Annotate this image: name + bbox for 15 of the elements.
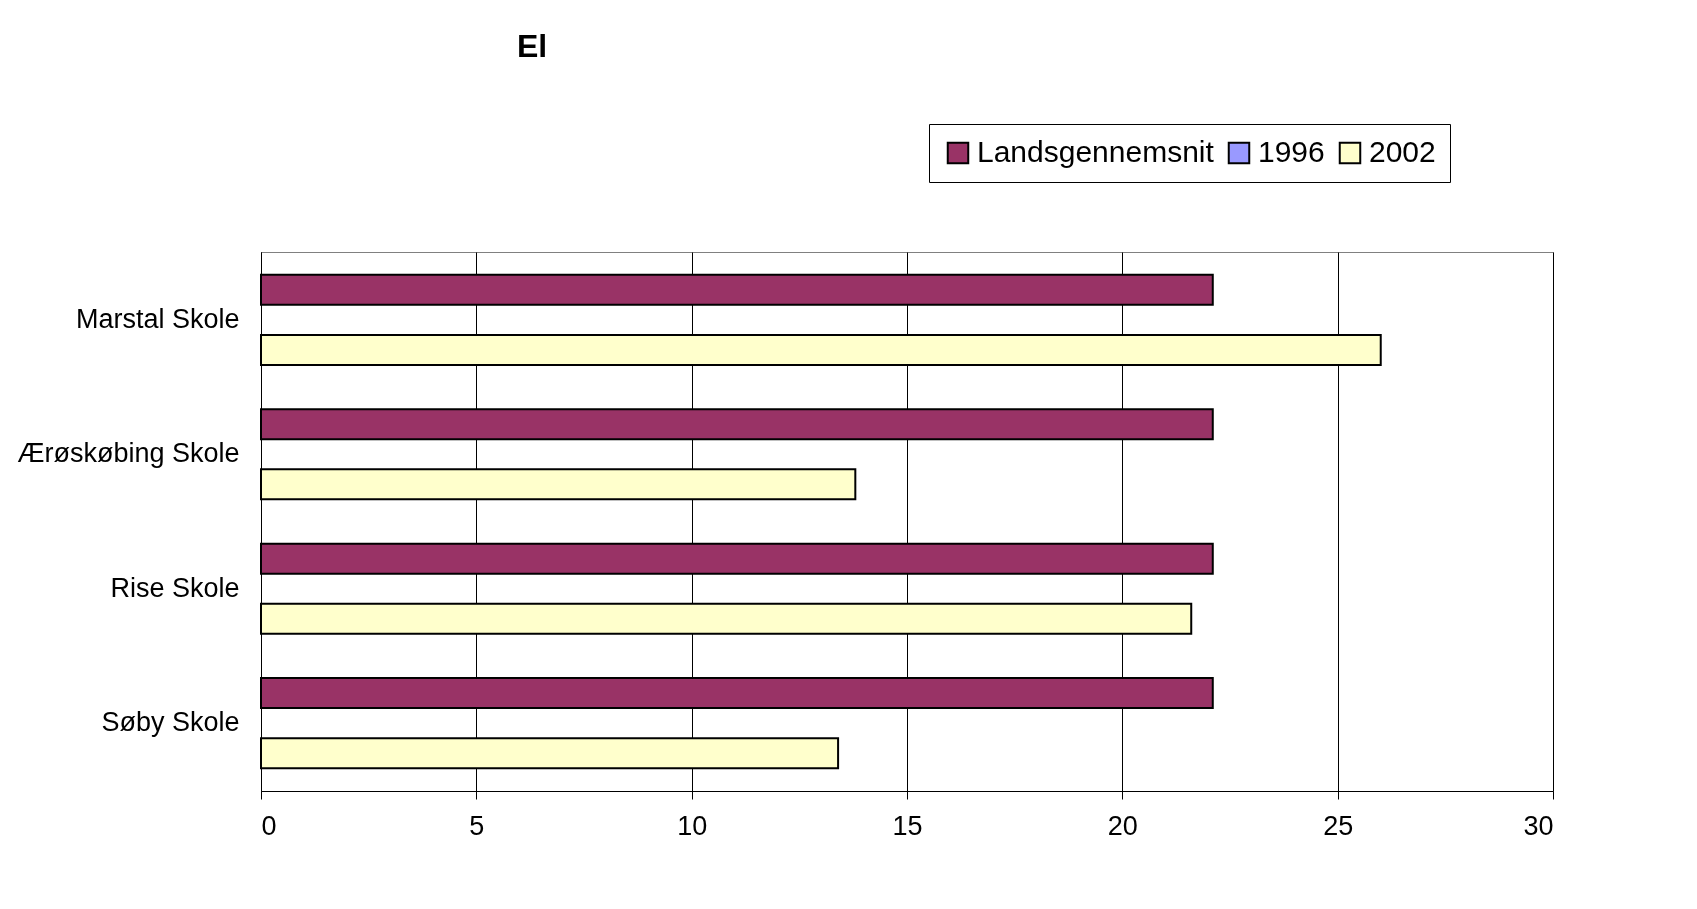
legend-label: 2002 xyxy=(1369,135,1436,168)
y-tick-label: Rise Skole xyxy=(110,572,240,603)
legend-label: 1996 xyxy=(1258,135,1325,168)
x-tick-label: 20 xyxy=(1107,810,1138,841)
x-tick-label: 10 xyxy=(677,810,708,841)
x-tick-label: 30 xyxy=(1523,810,1554,841)
x-tick-label: 0 xyxy=(261,810,277,841)
legend-label: Landsgennemsnit xyxy=(977,135,1215,168)
y-tick-label: Ærøskøbing Skole xyxy=(17,438,240,469)
x-tick-label: 25 xyxy=(1323,810,1354,841)
y-tick-label: Søby Skole xyxy=(101,707,240,738)
x-tick-label: 5 xyxy=(469,810,485,841)
chart-title: El xyxy=(516,27,548,64)
x-tick-label: 15 xyxy=(892,810,923,841)
y-tick-label: Marstal Skole xyxy=(75,303,240,334)
